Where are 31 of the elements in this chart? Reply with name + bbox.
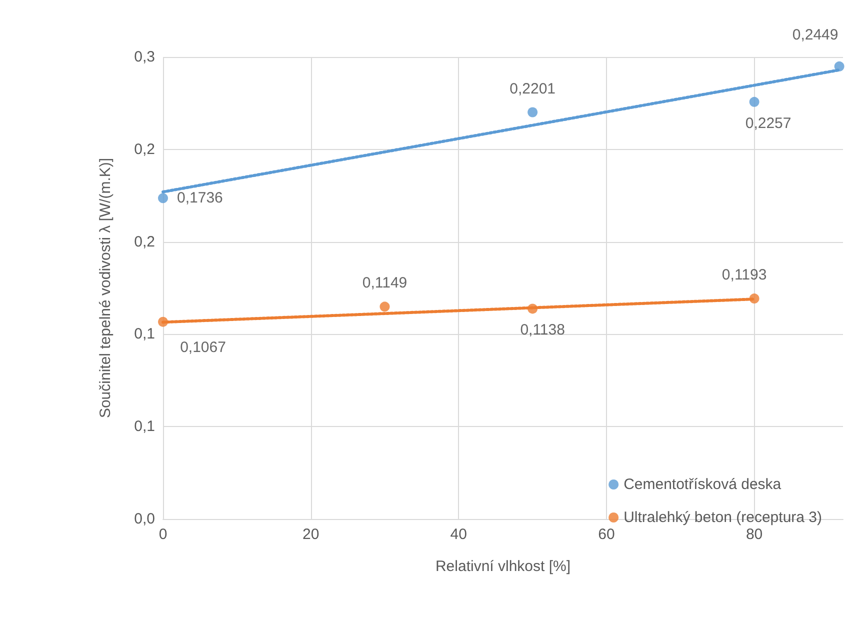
y-tick-label: 0,2 xyxy=(134,233,155,250)
point xyxy=(158,316,168,327)
data-label: 0,1138 xyxy=(520,322,565,339)
legend-label: Ultralehký beton (receptura 3) xyxy=(624,509,822,526)
y-tick-label: 0,0 xyxy=(134,510,155,528)
y-tick-label: 0,1 xyxy=(134,418,155,436)
data-label: 0,2449 xyxy=(792,26,838,44)
point xyxy=(749,294,760,304)
x-tick-label: 20 xyxy=(302,526,320,543)
point xyxy=(158,193,168,204)
data-label: 0,1736 xyxy=(177,190,223,207)
x-tick-label: 0 xyxy=(158,526,168,543)
y-tick-label: 0,1 xyxy=(134,326,155,343)
point xyxy=(528,304,538,314)
x-tick-label: 80 xyxy=(746,526,763,543)
x-tick-label: 40 xyxy=(450,526,467,543)
data-label: 0,1193 xyxy=(722,266,767,284)
data-label: 0,1067 xyxy=(180,338,226,356)
x-tick-label: 60 xyxy=(598,526,615,543)
y-axis-title: Součinitel tepelné vodivosti λ [W/(m.K)] xyxy=(97,158,114,418)
data-label: 0,1149 xyxy=(362,274,408,292)
point xyxy=(528,107,538,118)
point xyxy=(749,96,760,107)
data-label: 0,2257 xyxy=(745,114,792,132)
data-label: 0,2201 xyxy=(510,80,556,98)
y-tick-label: 0,2 xyxy=(134,140,155,158)
point xyxy=(834,61,844,72)
legend-label: Cementotřísková deska xyxy=(624,476,782,493)
x-axis-title: Relativní vlhkost [%] xyxy=(435,558,571,575)
y-tick-label: 0,3 xyxy=(134,48,155,66)
point xyxy=(380,302,390,312)
